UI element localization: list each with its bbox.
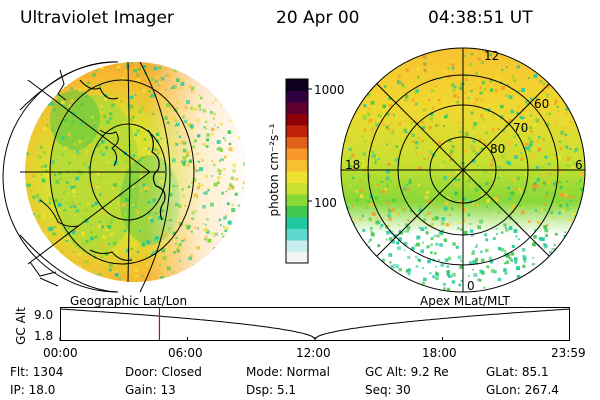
- timeline-x-tick-1800: 18:00: [422, 346, 457, 360]
- title: Ultraviolet Imager: [20, 8, 174, 28]
- timeline-x-tick-1200: 12:00: [296, 346, 331, 360]
- colorbar-tick-100: 100: [314, 196, 337, 210]
- info-gain: Gain: 13: [125, 383, 176, 397]
- mlt-label-18: 18: [345, 158, 361, 172]
- timeline-y-tick-top: 9.0: [34, 308, 54, 322]
- colorbar-unit-label: photon cm⁻²s⁻¹: [267, 123, 281, 217]
- mlat-label-80: 80: [490, 142, 506, 156]
- time: 04:38:51 UT: [428, 8, 533, 28]
- apex-caption: Apex MLat/MLT: [420, 294, 510, 308]
- timeline-y-tick-bottom: 1.8: [34, 329, 54, 343]
- info-glat: GLat: 85.1: [486, 365, 549, 379]
- geographic-image: [2, 61, 245, 293]
- info-glon: GLon: 267.4: [486, 383, 559, 397]
- info-door: Door: Closed: [125, 365, 202, 379]
- info-gcalt: GC Alt: 9.2 Re: [365, 365, 449, 379]
- date: 20 Apr 00: [276, 8, 360, 28]
- mlat-label-60: 60: [534, 97, 550, 111]
- info-mode: Mode: Normal: [246, 365, 330, 379]
- info-ip: IP: 18.0: [10, 383, 56, 397]
- geographic-caption: Geographic Lat/Lon: [70, 294, 188, 308]
- timeline-y-label: GC Alt: [14, 307, 28, 345]
- info-seq: Seq: 30: [365, 383, 411, 397]
- mlt-label-6: 6: [575, 158, 583, 172]
- info-flt: Flt: 1304: [10, 365, 64, 379]
- colorbar: [285, 78, 312, 264]
- mlt-image: [340, 47, 586, 293]
- info-dsp: Dsp: 5.1: [246, 383, 297, 397]
- mlat-label-70: 70: [513, 121, 529, 135]
- timeline-x-tick-2359: 23:59: [551, 346, 586, 360]
- timeline-x-tick-0000: 00:00: [43, 346, 78, 360]
- colorbar-tick-1000: 1000: [314, 83, 345, 97]
- mlt-label-0: 0: [467, 279, 475, 293]
- mlt-label-12: 12: [484, 49, 500, 63]
- timeline-plot: [59, 307, 571, 341]
- timeline-x-tick-0600: 06:00: [168, 346, 203, 360]
